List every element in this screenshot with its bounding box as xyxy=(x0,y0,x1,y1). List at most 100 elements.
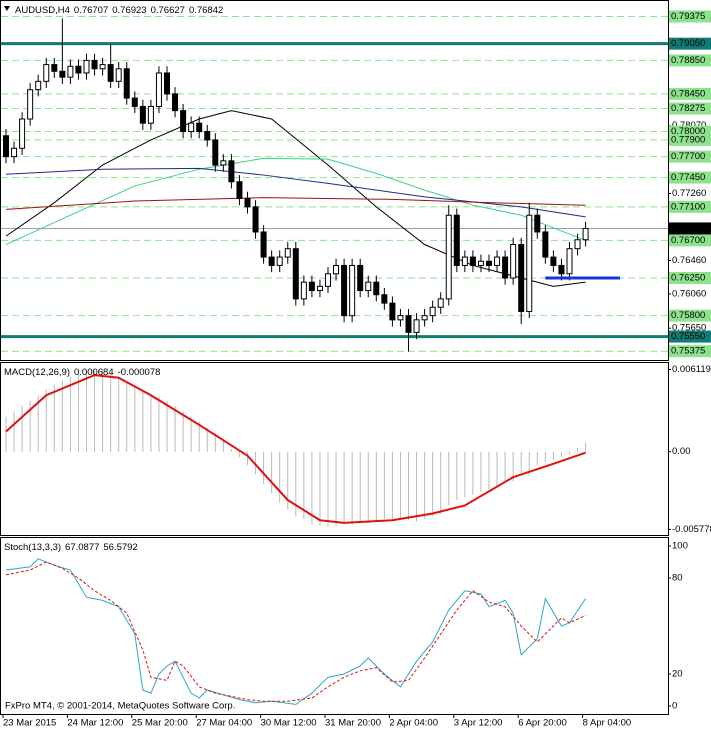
indicator-line xyxy=(5,558,587,705)
candle-body xyxy=(59,70,66,78)
indicator-line xyxy=(5,167,586,218)
pane-title-value: 0.76627 xyxy=(151,5,185,16)
x-tick-label: 8 Apr 04:00 xyxy=(583,718,632,729)
pane-title-name: AUDUSD,H4 xyxy=(15,5,70,16)
candle-body xyxy=(155,72,162,107)
candle-body xyxy=(486,260,492,266)
candle-body xyxy=(558,264,565,275)
candle-body xyxy=(381,294,388,304)
level-box xyxy=(669,133,711,146)
histogram-bar xyxy=(198,422,200,452)
histogram-bar xyxy=(585,442,587,452)
histogram-bar xyxy=(552,451,554,460)
histogram-bar xyxy=(61,380,63,452)
histogram-bar xyxy=(126,381,128,452)
candle-body xyxy=(550,256,557,266)
histogram-bar xyxy=(544,451,546,463)
pane-title: MACD(12,26,9) 0.000684 -0.000078 xyxy=(4,367,160,378)
pane-title-value: 0.76707 xyxy=(74,5,108,16)
candle-body xyxy=(494,256,501,266)
histogram-bar xyxy=(142,389,144,452)
candle-body xyxy=(228,160,235,183)
candle-body xyxy=(3,135,9,158)
histogram-bar xyxy=(375,451,377,521)
candle-body xyxy=(180,110,187,133)
symbol-icon xyxy=(4,6,10,11)
pane-title: Stoch(13,3,3) 67.0877 56.5792 xyxy=(4,542,138,553)
pane-title-value: 0.76923 xyxy=(112,5,146,16)
level-box xyxy=(669,345,711,358)
candle-body xyxy=(534,214,541,233)
macd-pane-border xyxy=(0,362,669,536)
histogram-bar xyxy=(424,451,426,519)
x-tick-label: 31 Mar 20:00 xyxy=(325,718,381,729)
histogram-bar xyxy=(271,451,273,494)
candle-body xyxy=(349,264,356,317)
candle-body xyxy=(566,248,573,275)
level-box xyxy=(669,271,711,284)
histogram-bar xyxy=(464,451,466,498)
candle-body xyxy=(518,244,525,312)
candle-body xyxy=(300,281,307,300)
level-label: 0.77700 xyxy=(671,151,705,162)
level-label: 0.79375 xyxy=(671,11,705,22)
candle-body xyxy=(196,122,203,133)
pane-title-name: Stoch(13,3,3) xyxy=(4,542,61,553)
histogram-bar xyxy=(359,451,361,522)
key-level-box xyxy=(669,37,711,50)
histogram-bar xyxy=(496,451,498,487)
candle-body xyxy=(357,264,364,292)
candle-body xyxy=(115,68,122,82)
candle-body xyxy=(582,227,589,241)
histogram-bar xyxy=(29,400,31,452)
pane-title-value: 56.5792 xyxy=(103,542,137,553)
histogram-bar xyxy=(158,396,160,452)
histogram-bar xyxy=(263,451,265,484)
candle-body xyxy=(453,214,460,266)
level-label: 0.78450 xyxy=(671,88,705,99)
histogram-bar xyxy=(319,451,321,526)
frame xyxy=(0,0,669,715)
histogram-bar xyxy=(383,451,385,519)
y-tick-label: 0.00 xyxy=(672,446,691,457)
pane-title-value: -0.000078 xyxy=(118,367,161,378)
y-tick-label: 0.76060 xyxy=(672,288,706,299)
candle-body xyxy=(477,260,484,266)
histogram-bar xyxy=(536,451,538,466)
candle-body xyxy=(574,239,581,250)
candle-body xyxy=(405,315,412,333)
histogram-bar xyxy=(480,451,482,492)
candle-body xyxy=(236,181,243,199)
histogram-bar xyxy=(13,411,15,452)
level-label: 0.78275 xyxy=(671,103,705,114)
histogram-bar xyxy=(391,451,393,519)
histogram-bar xyxy=(102,369,104,452)
candle-body xyxy=(172,93,179,112)
candle-body xyxy=(27,89,34,120)
histogram-bar xyxy=(287,451,289,510)
x-tick-label: 25 Mar 20:00 xyxy=(132,718,188,729)
x-tick-label: 3 Apr 12:00 xyxy=(454,718,503,729)
histogram-bar xyxy=(182,411,184,452)
current-price-box xyxy=(669,222,711,235)
pane-title-value: 0.76842 xyxy=(189,5,223,16)
candle-body xyxy=(469,256,476,266)
level-label: 0.78000 xyxy=(671,126,705,137)
y-tick-label: -0.005778 xyxy=(672,524,711,535)
histogram-bar xyxy=(21,406,23,452)
candle-body xyxy=(164,72,170,95)
histogram-bar xyxy=(528,451,530,476)
candle-body xyxy=(437,298,444,308)
histogram-bar xyxy=(504,451,506,483)
histogram-bar xyxy=(512,451,514,482)
candle-body xyxy=(99,64,106,70)
histogram-bar xyxy=(295,451,297,517)
pane-title-value: 67.0877 xyxy=(65,542,99,553)
histogram-bar xyxy=(448,451,450,506)
candle-body xyxy=(292,248,299,300)
candle-body xyxy=(389,302,396,321)
candle-body xyxy=(75,65,82,74)
y-tick-label: 100 xyxy=(672,541,688,552)
